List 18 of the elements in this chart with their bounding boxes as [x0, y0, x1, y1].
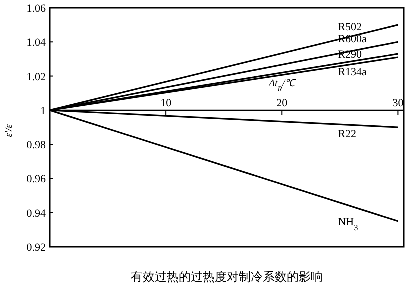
x-tick-label: 30	[392, 97, 404, 110]
y-tick-label: 0.94	[26, 208, 46, 220]
y-tick-label: 1	[40, 105, 46, 118]
y-tick-label: 1.04	[26, 37, 46, 50]
series-label: R134a	[338, 66, 368, 78]
text: 有效过热的过热度对制冷系数的影响	[131, 270, 323, 284]
series-label: R22	[338, 128, 357, 141]
y-tick-label: 0.98	[26, 140, 46, 152]
x-tick-label: 10	[160, 97, 172, 110]
y-tick-label: 0.96	[26, 174, 46, 186]
y-axis-title: ε'/ε	[4, 124, 15, 138]
y-tick-label: 0.92	[26, 242, 46, 254]
x-axis-title: Δt$_{R}$/℃	[268, 78, 298, 93]
x-tick-label: 20	[276, 97, 288, 110]
series-label: R502	[338, 21, 362, 34]
series-label: NH$_{3}$	[338, 216, 358, 232]
y-tick-label: 1.02	[26, 71, 46, 84]
y-tick-label: 1.06	[26, 3, 46, 15]
